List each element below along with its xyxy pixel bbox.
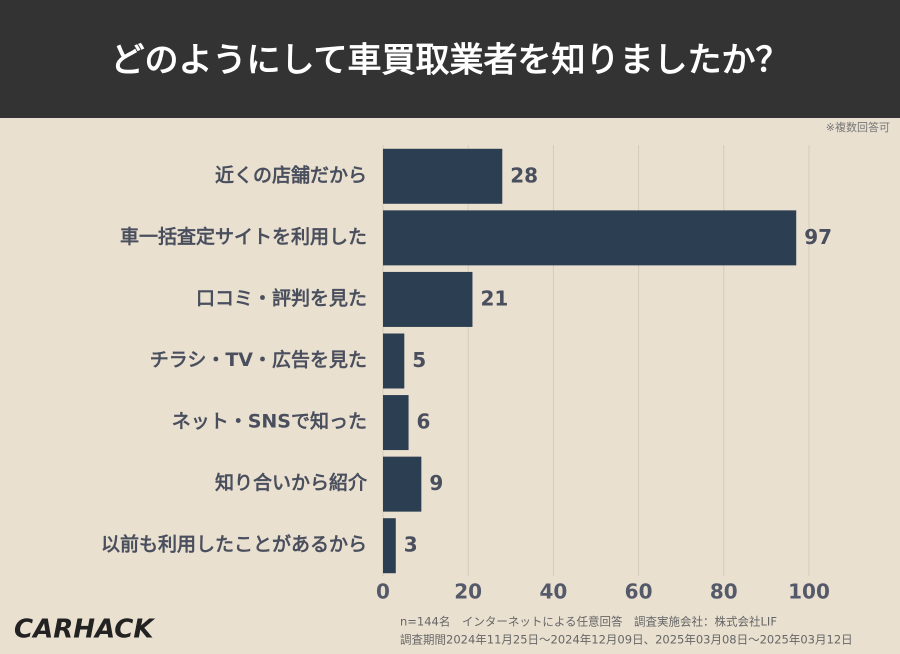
bar (383, 518, 396, 574)
chart-title: どのようにして車買取業者を知りましたか？ (111, 41, 790, 81)
y-tick-label: チラシ・TV・広告を見た (150, 348, 367, 371)
x-tick-label: 80 (710, 580, 738, 604)
x-tick-label: 0 (376, 580, 390, 604)
header (0, 0, 900, 118)
brand: CARHACK (14, 615, 155, 645)
footnote: n=144名 インターネットによる任意回答 調査実施会社：株式会社LIF (400, 615, 777, 629)
value-label: 3 (404, 533, 418, 557)
y-tick-label: 車一括査定サイトを利用した (120, 225, 367, 248)
y-tick-label: 口コミ・評判を見た (196, 286, 367, 309)
value-label: 5 (412, 348, 426, 372)
note: ※複数回答可 (826, 120, 890, 134)
value-label: 9 (429, 471, 443, 495)
value-label: 6 (417, 410, 431, 434)
bar (383, 456, 422, 512)
y-tick-label: 以前も利用したことがあるから (101, 533, 367, 556)
y-tick-label: 知り合いから紹介 (215, 471, 368, 494)
bar (383, 148, 503, 204)
bar (383, 271, 473, 327)
value-label: 28 (510, 163, 538, 187)
bar (383, 395, 409, 451)
bar (383, 333, 405, 389)
y-tick-label: 近くの店舗だから (215, 163, 367, 186)
value-label: 97 (804, 225, 832, 249)
value-label: 21 (480, 286, 508, 310)
x-tick-label: 60 (625, 580, 653, 604)
footnote: 調査期間2024年11月25日〜2024年12月09日、2025年03月08日〜… (400, 633, 853, 647)
bar (383, 210, 797, 266)
x-tick-label: 100 (788, 580, 830, 604)
x-tick-label: 20 (454, 580, 482, 604)
x-tick-label: 40 (539, 580, 567, 604)
y-tick-label: ネット・SNSで知った (172, 410, 367, 433)
